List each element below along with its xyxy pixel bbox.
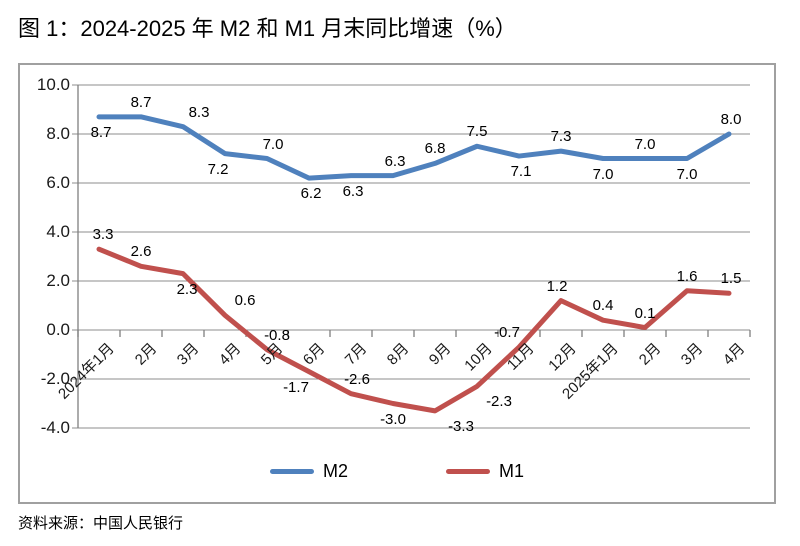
source-note: 资料来源：中国人民银行 (18, 515, 184, 532)
data-label-m1: -1.7 (283, 378, 309, 396)
data-label-m1: 0.6 (234, 292, 256, 310)
legend-item-m1: M1 (446, 461, 524, 482)
y-tick-label: -2.0 (40, 369, 70, 388)
data-label-m2: 6.2 (300, 185, 322, 203)
data-label-m2: 7.5 (466, 123, 488, 141)
data-label-m1: -3.3 (448, 417, 474, 435)
data-label-m1: -2.6 (344, 370, 370, 388)
series-line-m1 (96, 246, 732, 414)
data-label-m2: 7.0 (592, 165, 614, 183)
data-label-m1: -0.8 (264, 326, 290, 344)
legend-item-m2: M2 (269, 461, 348, 482)
data-label-m1: 1.2 (546, 277, 568, 295)
m2-line-swatch (269, 469, 314, 474)
y-tick-label: 0.0 (46, 320, 70, 339)
data-label-m2: 6.3 (384, 152, 406, 170)
y-tick-label: 2.0 (46, 271, 70, 290)
chart-frame: 10.0 8.0 6.0 4.0 2.0 0.0 -2.0 -4.0 2024年1月 2月 3月 4… (18, 63, 776, 504)
data-label-m2: 8.0 (720, 111, 742, 128)
data-label-m2: 7.2 (207, 160, 229, 178)
figure-title: 图 1：2024-2025 年 M2 和 M1 月末同比增速（%） (18, 16, 517, 41)
legend-label-m1: M1 (499, 461, 525, 481)
y-tick-label: -4.0 (40, 418, 70, 437)
y-tick-label: 10.0 (36, 75, 70, 94)
data-label-m2: 6.8 (424, 140, 446, 158)
data-label-m1: 2.3 (176, 280, 198, 298)
data-label-m1: 3.3 (92, 226, 114, 244)
data-label-m2: 7.1 (510, 163, 532, 181)
data-label-m2: 6.3 (342, 182, 364, 200)
legend: M2 M1 (20, 461, 774, 482)
data-label-m2: 8.7 (90, 123, 112, 141)
legend-label-m2: M2 (322, 461, 348, 481)
data-label-m1: 2.6 (130, 243, 152, 261)
data-label-m2: 8.7 (130, 93, 152, 111)
data-label-m1: -0.7 (494, 324, 520, 342)
data-label-m1: 1.5 (720, 270, 742, 288)
series-line-m2 (96, 114, 732, 181)
m1-line-swatch (446, 469, 490, 474)
y-tick-label: 6.0 (46, 173, 70, 192)
data-label-m2: 7.3 (550, 128, 572, 146)
data-label-m2: 7.0 (676, 165, 698, 183)
data-label-m1: 1.6 (676, 267, 698, 285)
y-tick-label: 4.0 (46, 222, 70, 241)
y-tick-label: 8.0 (46, 124, 70, 143)
data-label-m1: -3.0 (380, 410, 406, 428)
data-label-m1: 0.4 (592, 297, 614, 315)
data-label-m2: 7.0 (634, 135, 656, 153)
data-label-m2: 8.3 (188, 103, 210, 121)
chart-plot-canvas (72, 84, 751, 429)
data-label-m1: 0.1 (634, 304, 656, 322)
data-label-m1: -2.3 (486, 393, 512, 411)
data-label-m2: 7.0 (262, 135, 284, 153)
